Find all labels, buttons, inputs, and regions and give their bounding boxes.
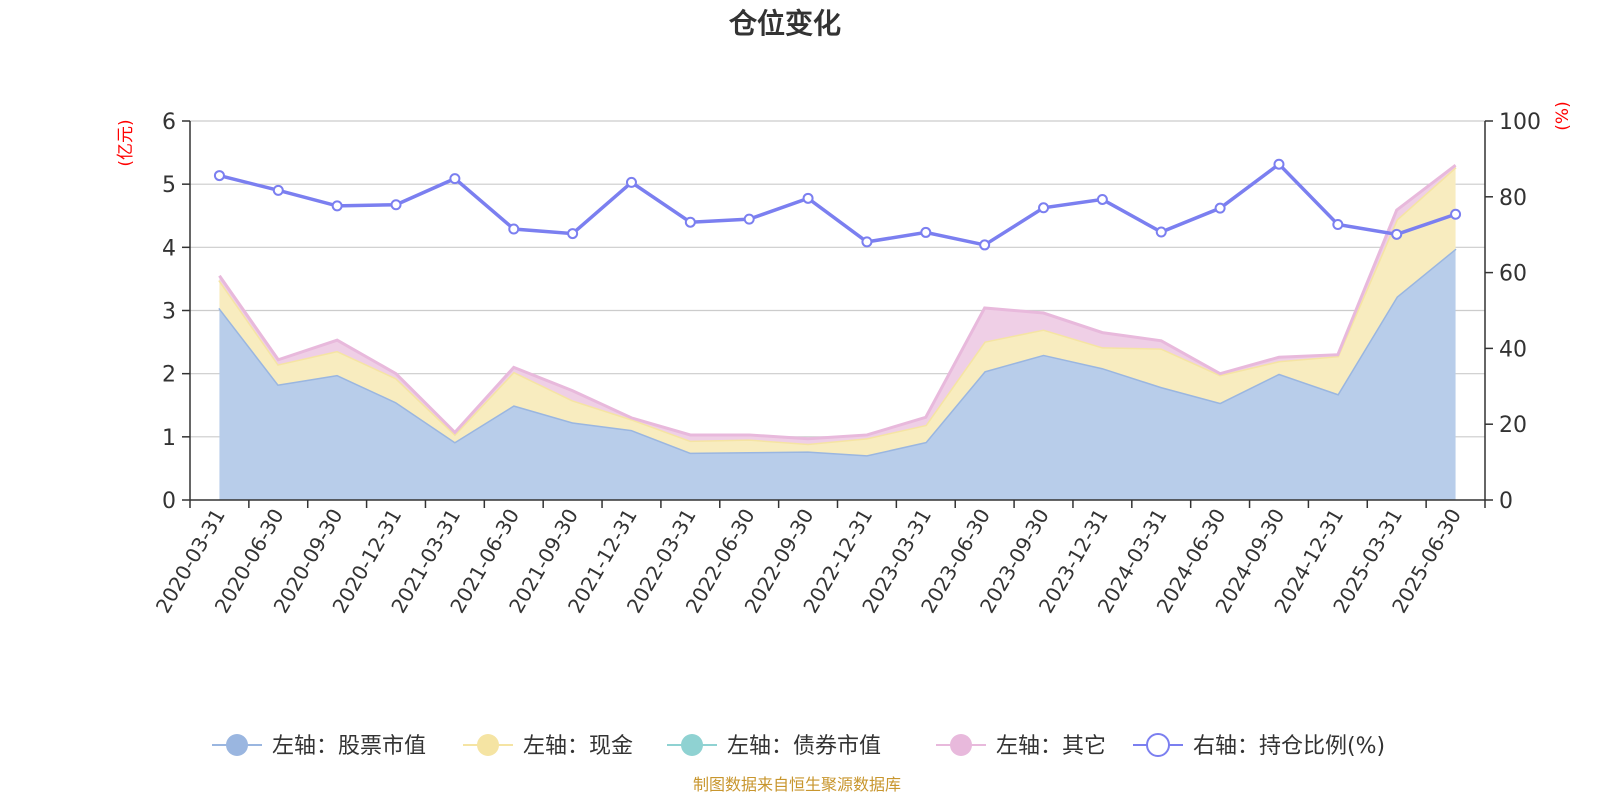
left-axis-tick-label: 5 (162, 173, 176, 198)
legend-label: 左轴：股票市值 (272, 734, 426, 759)
ratio-point (1273, 158, 1285, 170)
ratio-point (1214, 202, 1226, 214)
left-axis-tick-label: 6 (162, 110, 176, 135)
ratio-point (743, 213, 755, 225)
ratio-point (567, 228, 579, 240)
legend-marker (950, 734, 972, 756)
legend-item: 左轴：股票市值 (212, 734, 426, 759)
ratio-point (331, 200, 343, 212)
ratio-point (508, 223, 520, 235)
ratio-point (861, 236, 873, 248)
legend-label: 右轴：持仓比例(%) (1193, 734, 1385, 759)
ratio-point (390, 199, 402, 211)
ratio-point (1038, 202, 1050, 214)
legend-item: 右轴：持仓比例(%) (1133, 733, 1385, 759)
left-axis-tick-label: 0 (162, 489, 176, 514)
ratio-point (1155, 226, 1167, 238)
ratio-point (213, 170, 225, 182)
legend-item: 左轴：其它 (936, 734, 1106, 759)
legend-marker (226, 734, 248, 756)
left-axis-tick-label: 3 (162, 300, 176, 325)
ratio-line-series (213, 158, 1462, 251)
legend-marker (681, 734, 703, 756)
legend-marker (1146, 733, 1170, 757)
right-axis-tick-label: 100 (1499, 110, 1541, 135)
legend-marker (477, 734, 499, 756)
area-f5e4a3 (219, 167, 1456, 456)
ratio-point (1391, 228, 1403, 240)
ratio-point (1450, 208, 1462, 220)
ratio-point (449, 173, 461, 185)
ratio-point (1096, 193, 1108, 205)
ratio-point (272, 184, 284, 196)
left-axis-tick-label: 4 (162, 236, 176, 261)
stacked-areas (218, 164, 1457, 500)
right-axis-unit: (%) (1553, 101, 1573, 130)
area-9ab6e0 (219, 248, 1456, 500)
left-axis-tick-label: 1 (162, 426, 176, 451)
ratio-line (219, 161, 1457, 247)
legend-label: 左轴：现金 (523, 734, 633, 759)
ratio-point (684, 216, 696, 228)
legend-item: 左轴：债券市值 (667, 734, 881, 759)
right-axis-tick-label: 0 (1499, 489, 1513, 514)
right-axis-tick-label: 20 (1499, 413, 1527, 438)
ratio-point (920, 226, 932, 238)
data-source-note: 制图数据来自恒生聚源数据库 (693, 775, 901, 794)
ratio-point (802, 192, 814, 204)
area-line-e8b9dc (218, 164, 1457, 441)
right-axis-tick-label: 60 (1499, 262, 1527, 287)
legend-label: 左轴：其它 (996, 734, 1106, 759)
right-axis-tick-label: 40 (1499, 337, 1527, 362)
ratio-point (625, 176, 637, 188)
ratio-point (1332, 218, 1344, 230)
left-axis-tick-label: 2 (162, 363, 176, 388)
legend-label: 左轴：债券市值 (727, 734, 881, 759)
legend-item: 左轴：现金 (463, 734, 633, 759)
chart-title: 仓位变化 (729, 7, 841, 40)
legend: 左轴：股票市值 左轴：现金 左轴：债券市值 左轴：其它 右轴：持仓比例(%) (212, 733, 1385, 759)
ratio-point (979, 239, 991, 251)
right-axis-tick-label: 80 (1499, 186, 1527, 211)
left-axis-unit: (亿元) (116, 119, 136, 166)
